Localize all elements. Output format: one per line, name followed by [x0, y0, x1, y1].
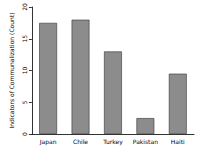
svg-text:Haiti: Haiti [171, 138, 185, 145]
svg-text:20: 20 [21, 3, 28, 11]
svg-text:Turkey: Turkey [102, 138, 123, 146]
svg-text:5: 5 [21, 100, 28, 104]
svg-text:0: 0 [21, 132, 28, 136]
svg-text:Pakistan: Pakistan [133, 138, 158, 145]
svg-text:Chile: Chile [73, 138, 88, 145]
svg-text:Japan: Japan [39, 138, 57, 146]
svg-text:10: 10 [21, 67, 28, 75]
svg-text:Indicators of Communalization: Indicators of Communalization (Count) [8, 12, 15, 128]
svg-text:15: 15 [21, 35, 28, 43]
